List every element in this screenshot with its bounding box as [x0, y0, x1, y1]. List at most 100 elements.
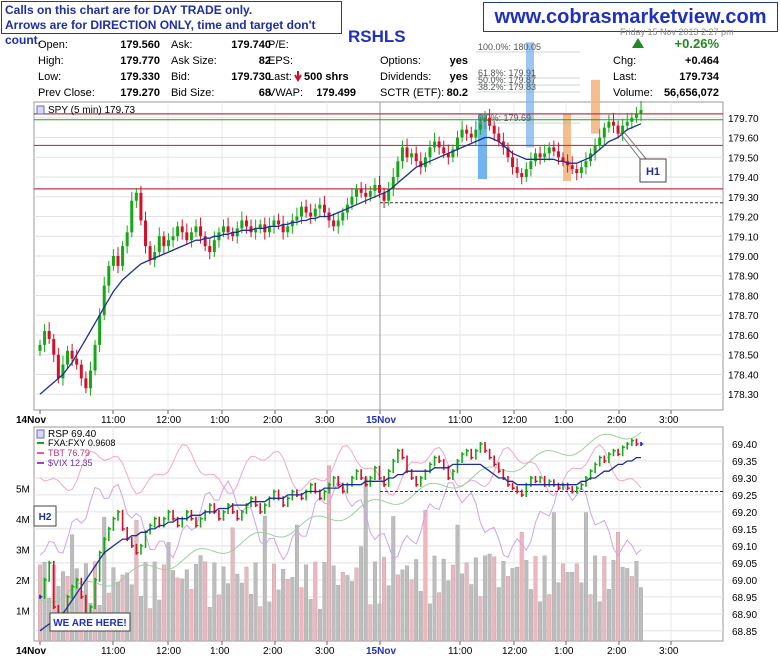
rsp-y-tick-label: 69.25 [732, 491, 757, 502]
price-candle-body [579, 167, 583, 174]
volume-bar [519, 532, 524, 642]
blue-time-band [526, 42, 534, 148]
volume-bar [464, 562, 469, 642]
volume-bar [102, 517, 107, 642]
h1-label: H1 [646, 166, 660, 178]
price-candle-body [134, 192, 138, 201]
price-y-tick-label: 179.50 [728, 153, 759, 164]
rsp-y-tick-label: 68.95 [732, 593, 757, 604]
rsp-title: RSP 69.40 [48, 429, 97, 440]
volume-bar [524, 560, 529, 642]
volume-value: 56,656,072 [664, 87, 719, 99]
rsp-x-tick-label: 11:00 [448, 646, 473, 657]
volume-bar [166, 542, 171, 642]
price-candle-body [66, 350, 70, 365]
price-candle-body [359, 188, 363, 193]
price-candle-body [611, 121, 615, 126]
header-time: Friday 15 Nov 2013 2:27 pm [620, 27, 734, 37]
price-candle-body [593, 145, 597, 154]
volume-bar [203, 561, 208, 642]
price-panel-grid [34, 102, 723, 410]
volume-bar [542, 555, 547, 642]
price-y-tick-label: 179.30 [728, 193, 759, 204]
rsp-y-tick-label: 69.35 [732, 457, 757, 468]
price-candle-body [157, 236, 161, 253]
price-candle-body [98, 315, 102, 345]
price-y-tick-label: 178.90 [728, 272, 759, 283]
price-candle-body [322, 204, 326, 213]
price-x-tick-label: 15Nov [366, 415, 396, 426]
chg-label: Chg: [613, 55, 636, 67]
h2-label: H2 [39, 512, 52, 523]
rsp-y-tick-label: 69.30 [732, 474, 757, 485]
price-candle-body [166, 240, 170, 247]
price-candle-body [625, 121, 629, 126]
volume-bar [409, 579, 414, 642]
volume-bar [175, 577, 180, 642]
price-candle-body [281, 224, 285, 233]
rsp-x-tick-label: 11:00 [101, 646, 126, 657]
price-candle-body [56, 354, 60, 379]
volume-bar [611, 560, 616, 642]
price-candle-body [180, 226, 184, 233]
price-title-swatch [36, 105, 45, 115]
price-candle-body [520, 173, 524, 178]
volume-y-tick-label: 3M [16, 546, 30, 557]
rsp-y-tick-label: 68.85 [732, 627, 757, 638]
price-x-axis: 14Nov 11:00 12:00 1:00 2:00 3:00 15Nov 11:00 12:… [16, 410, 679, 426]
volume-bar [583, 512, 588, 642]
volume-bar [556, 582, 561, 642]
volume-bar [496, 587, 501, 642]
volume-bar [184, 569, 189, 642]
legend-fxa-fxy: FXA:FXY 0.9608 [48, 438, 115, 448]
last-shares-label: Last: [268, 71, 292, 83]
legend-vix: $VIX 12.35 [48, 458, 93, 468]
volume-bar [593, 555, 598, 642]
rsp-y-tick-label: 69.10 [732, 542, 757, 553]
price-candle-body [529, 161, 533, 170]
low-label: Low: [38, 71, 61, 83]
volume-bar [143, 562, 148, 642]
volume-bar [313, 561, 318, 642]
volume-bar [634, 561, 639, 642]
rsp-y-tick-label: 69.05 [732, 559, 757, 570]
volume-bar [322, 562, 327, 642]
rsp-y-axis: 69.40 69.35 69.30 69.25 69.20 69.15 69.10 69.05… [732, 440, 757, 638]
rsp-x-tick-label: 15Nov [366, 646, 396, 657]
volume-bar [60, 571, 65, 642]
price-panel-overlays [34, 42, 723, 204]
volume-bar [492, 556, 497, 642]
volume-bar [239, 582, 244, 642]
volume-bar [194, 564, 198, 642]
price-x-tick-label: 12:00 [156, 415, 181, 426]
up-triangle-icon [632, 38, 644, 48]
price-y-tick-label: 179.40 [728, 173, 759, 184]
volume-bar [221, 566, 226, 642]
eps-label: EPS: [268, 55, 293, 67]
volume-bar [588, 594, 593, 642]
volume-bar [290, 577, 295, 642]
price-candle-body [153, 252, 157, 260]
price-y-tick-label: 179.70 [728, 114, 759, 125]
vwap-label: VWAP: [268, 87, 303, 99]
fib-label: 38.2%: 179.83 [478, 82, 536, 92]
volume-bar [116, 581, 120, 642]
price-candle-body [249, 226, 253, 233]
price-candle-body [483, 117, 487, 122]
volume-bar [157, 599, 162, 642]
site-url-link[interactable]: www.cobrasmarketview.com [483, 2, 778, 32]
price-candle-body [368, 190, 372, 197]
volume-bar [249, 594, 253, 642]
price-x-tick-label: 11:00 [101, 415, 126, 426]
rsp-y-tick-label: 69.40 [732, 440, 757, 451]
price-y-tick-label: 179.20 [728, 213, 759, 224]
price-candle-body [244, 220, 248, 227]
volume-bar [528, 589, 533, 642]
volume-bar [574, 563, 579, 642]
volume-bar [395, 574, 400, 642]
volume-bar [235, 573, 240, 642]
volume-bar [561, 563, 565, 642]
price-candle-body [144, 220, 148, 247]
price-y-tick-label: 178.80 [728, 291, 759, 302]
